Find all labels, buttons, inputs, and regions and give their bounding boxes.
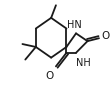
Text: NH: NH bbox=[76, 58, 91, 68]
Text: O: O bbox=[101, 31, 109, 41]
Text: HN: HN bbox=[67, 19, 82, 29]
Text: O: O bbox=[45, 71, 53, 81]
